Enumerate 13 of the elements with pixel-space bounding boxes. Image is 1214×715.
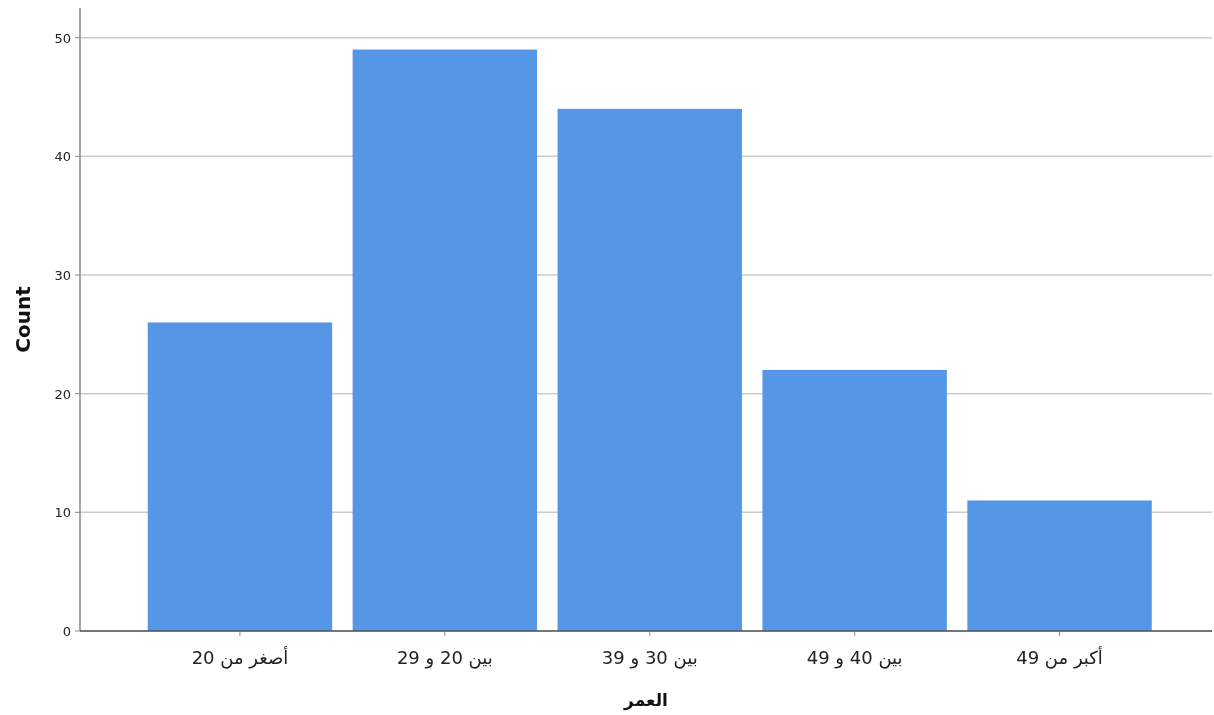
y-axis-title: Count [11, 285, 35, 353]
x-tick-label: أكبر من 49 [1016, 646, 1103, 669]
y-tick-label: 50 [54, 30, 71, 46]
x-tick-label: أصغر من 20 [191, 646, 289, 669]
y-tick-label: 0 [62, 624, 71, 639]
x-tick-label: بين 20 و 29 [396, 647, 493, 669]
x-tick-label: بين 30 و 39 [601, 647, 698, 669]
y-tick-label: 40 [54, 149, 71, 165]
y-tick-label: 30 [54, 268, 71, 283]
y-tick-label: 20 [54, 386, 71, 402]
x-tick-label: بين 40 و 49 [806, 647, 903, 669]
x-axis-title: العمر [623, 690, 668, 711]
y-tick-label: 10 [54, 505, 71, 521]
